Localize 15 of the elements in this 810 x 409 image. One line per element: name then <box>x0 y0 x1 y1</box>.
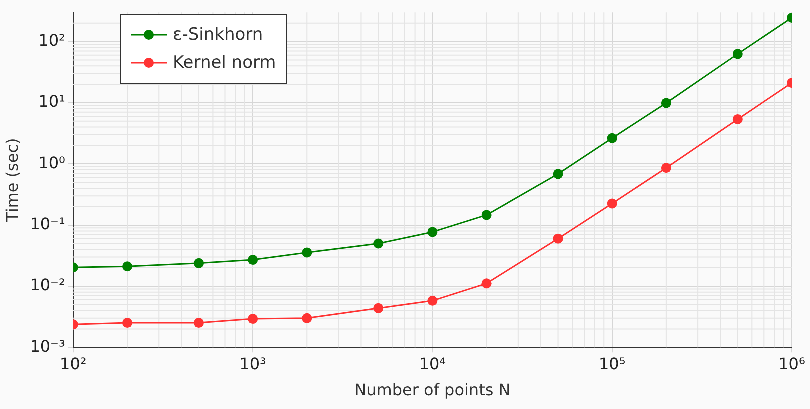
legend-label: ε-Sinkhorn <box>173 25 264 45</box>
y-tick-label: 10¹ <box>38 92 66 112</box>
y-tick-label: 10⁻³ <box>30 336 66 356</box>
x-axis-title: Number of points N <box>354 380 511 400</box>
x-tick-label: 10² <box>60 354 87 374</box>
x-tick-label: 10⁴ <box>419 354 446 374</box>
x-tick-label: 10⁵ <box>598 354 626 374</box>
legend-label: Kernel norm <box>173 53 276 73</box>
y-tick-label: 10⁻² <box>30 276 66 295</box>
x-tick-label: 10⁶ <box>778 354 806 374</box>
y-tick-label: 10² <box>38 30 66 50</box>
y-tick-label: 10⁻¹ <box>30 214 66 234</box>
y-axis-title: Time (sec) <box>2 138 22 223</box>
y-tick-label: 10⁰ <box>38 153 66 172</box>
x-tick-label: 10³ <box>240 354 266 374</box>
